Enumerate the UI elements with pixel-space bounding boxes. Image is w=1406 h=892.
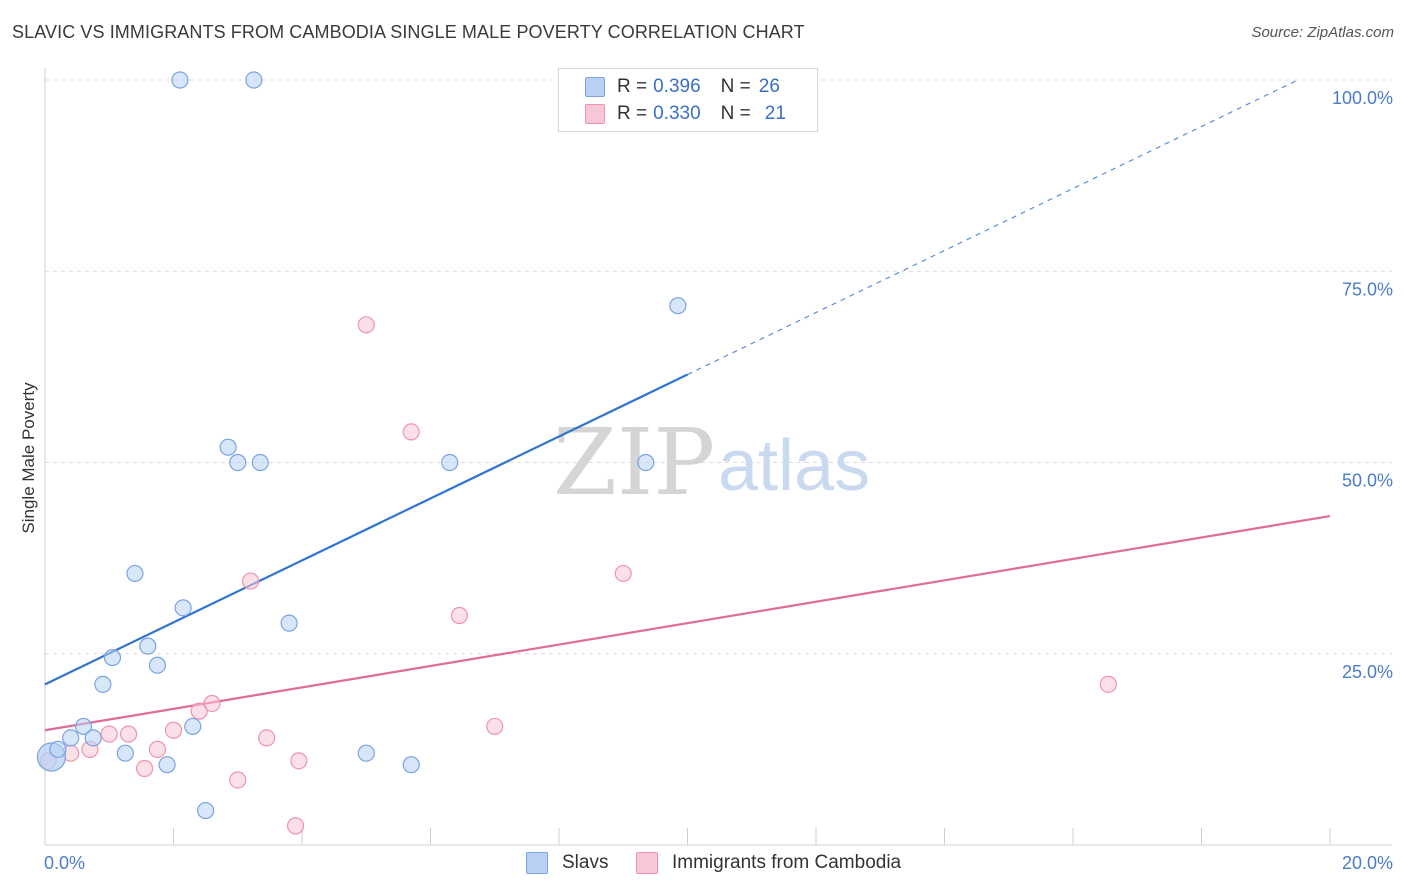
series-swatch-slavs [526, 852, 548, 874]
data-point-slavs [49, 740, 67, 758]
data-point-slavs [280, 614, 298, 632]
y-tick-label: 25.0% [1342, 662, 1393, 682]
data-point-cambodia [486, 717, 504, 736]
data-point-slavs [441, 453, 459, 472]
data-point-slavs [84, 729, 102, 747]
data-point-slavs [94, 675, 112, 693]
source-credit: Source: ZipAtlas.com [1251, 24, 1394, 41]
data-point-cambodia [100, 725, 118, 743]
series-label-cambodia: Immigrants from Cambodia [672, 852, 902, 873]
legend-swatch-slavs [585, 77, 605, 97]
series-legend-slavs[interactable]: Slavs [526, 852, 608, 874]
series-legend-cambodia[interactable]: Immigrants from Cambodia [636, 852, 901, 874]
data-points [36, 71, 1117, 835]
data-point-slavs [171, 71, 189, 89]
data-point-slavs [669, 297, 687, 315]
data-point-slavs [357, 744, 375, 762]
series-legend: Slavs Immigrants from Cambodia [0, 852, 1406, 878]
data-point-slavs [116, 744, 134, 762]
data-point-cambodia [242, 572, 260, 590]
data-point-slavs [219, 438, 237, 456]
legend-n-label: N = [720, 103, 751, 124]
data-point-cambodia [290, 752, 308, 770]
data-point-cambodia [1099, 675, 1117, 693]
y-tick-label: 75.0% [1342, 279, 1393, 299]
data-point-slavs [184, 717, 202, 736]
tick-labels: 25.0% 50.0% 75.0% 100.0% 0.0% 20.0% [44, 88, 1393, 873]
data-point-cambodia [203, 694, 221, 713]
data-point-cambodia [148, 740, 167, 758]
legend-r-label: R = [617, 76, 648, 97]
data-point-slavs [174, 599, 192, 617]
correlation-legend: R = 0.396 N = 26 R = 0.330 N = 21 [558, 68, 818, 132]
trend-lines [44, 79, 1331, 732]
y-axis-label: Single Male Poverty [19, 382, 38, 534]
trend-line-cambodia [44, 514, 1331, 732]
data-point-cambodia [286, 817, 305, 835]
watermark-atlas-text: atlas [718, 426, 870, 506]
chart-title: SLAVIC VS IMMIGRANTS FROM CAMBODIA SINGL… [12, 22, 805, 42]
legend-swatch-cambodia [585, 104, 605, 124]
data-point-slavs [139, 637, 157, 655]
data-point-cambodia [450, 606, 469, 625]
series-swatch-cambodia [636, 852, 658, 874]
y-tick-label: 50.0% [1342, 471, 1393, 491]
data-point-slavs [126, 564, 144, 583]
legend-r-value: 0.330 [653, 103, 701, 124]
x-tick-label: 20.0% [1342, 853, 1393, 873]
legend-row-slavs: R = 0.396 N = 26 [585, 75, 780, 99]
data-point-cambodia [164, 721, 183, 739]
trend-line-slavs [44, 373, 688, 686]
legend-r-value: 0.396 [653, 76, 701, 97]
data-point-cambodia [135, 759, 154, 778]
data-point-slavs [245, 71, 263, 89]
data-point-slavs [402, 756, 420, 774]
data-point-slavs [74, 717, 93, 736]
data-point-slavs [158, 756, 176, 774]
legend-n-label: N = [720, 76, 751, 97]
data-point-cambodia [402, 423, 420, 441]
data-point-slavs [103, 648, 122, 667]
legend-row-cambodia: R = 0.330 N = 21 [585, 102, 786, 126]
y-tick-label: 100.0% [1332, 88, 1393, 108]
legend-n-value: 26 [758, 76, 780, 97]
grid-lines [45, 79, 1392, 655]
legend-r-label: R = [617, 103, 648, 124]
data-point-cambodia [119, 725, 138, 743]
data-point-cambodia [190, 702, 208, 720]
series-label-slavs: Slavs [562, 852, 609, 873]
data-point-slavs [251, 453, 269, 472]
watermark: ZIP atlas [553, 409, 870, 516]
data-point-slavs [229, 453, 247, 472]
data-point-slavs [197, 801, 215, 820]
x-tick-label: 0.0% [44, 853, 85, 873]
legend-n-value: 21 [764, 103, 786, 124]
trend-extension-slavs [687, 79, 1299, 376]
data-point-slavs [62, 729, 80, 747]
data-point-cambodia [614, 564, 632, 583]
data-point-cambodia [357, 316, 375, 334]
axes [44, 68, 1392, 846]
data-point-slavs [637, 453, 655, 472]
data-point-cambodia [229, 771, 247, 789]
watermark-zip-text: ZIP [553, 409, 715, 516]
data-point-cambodia [258, 729, 276, 747]
data-point-slavs [148, 656, 167, 674]
